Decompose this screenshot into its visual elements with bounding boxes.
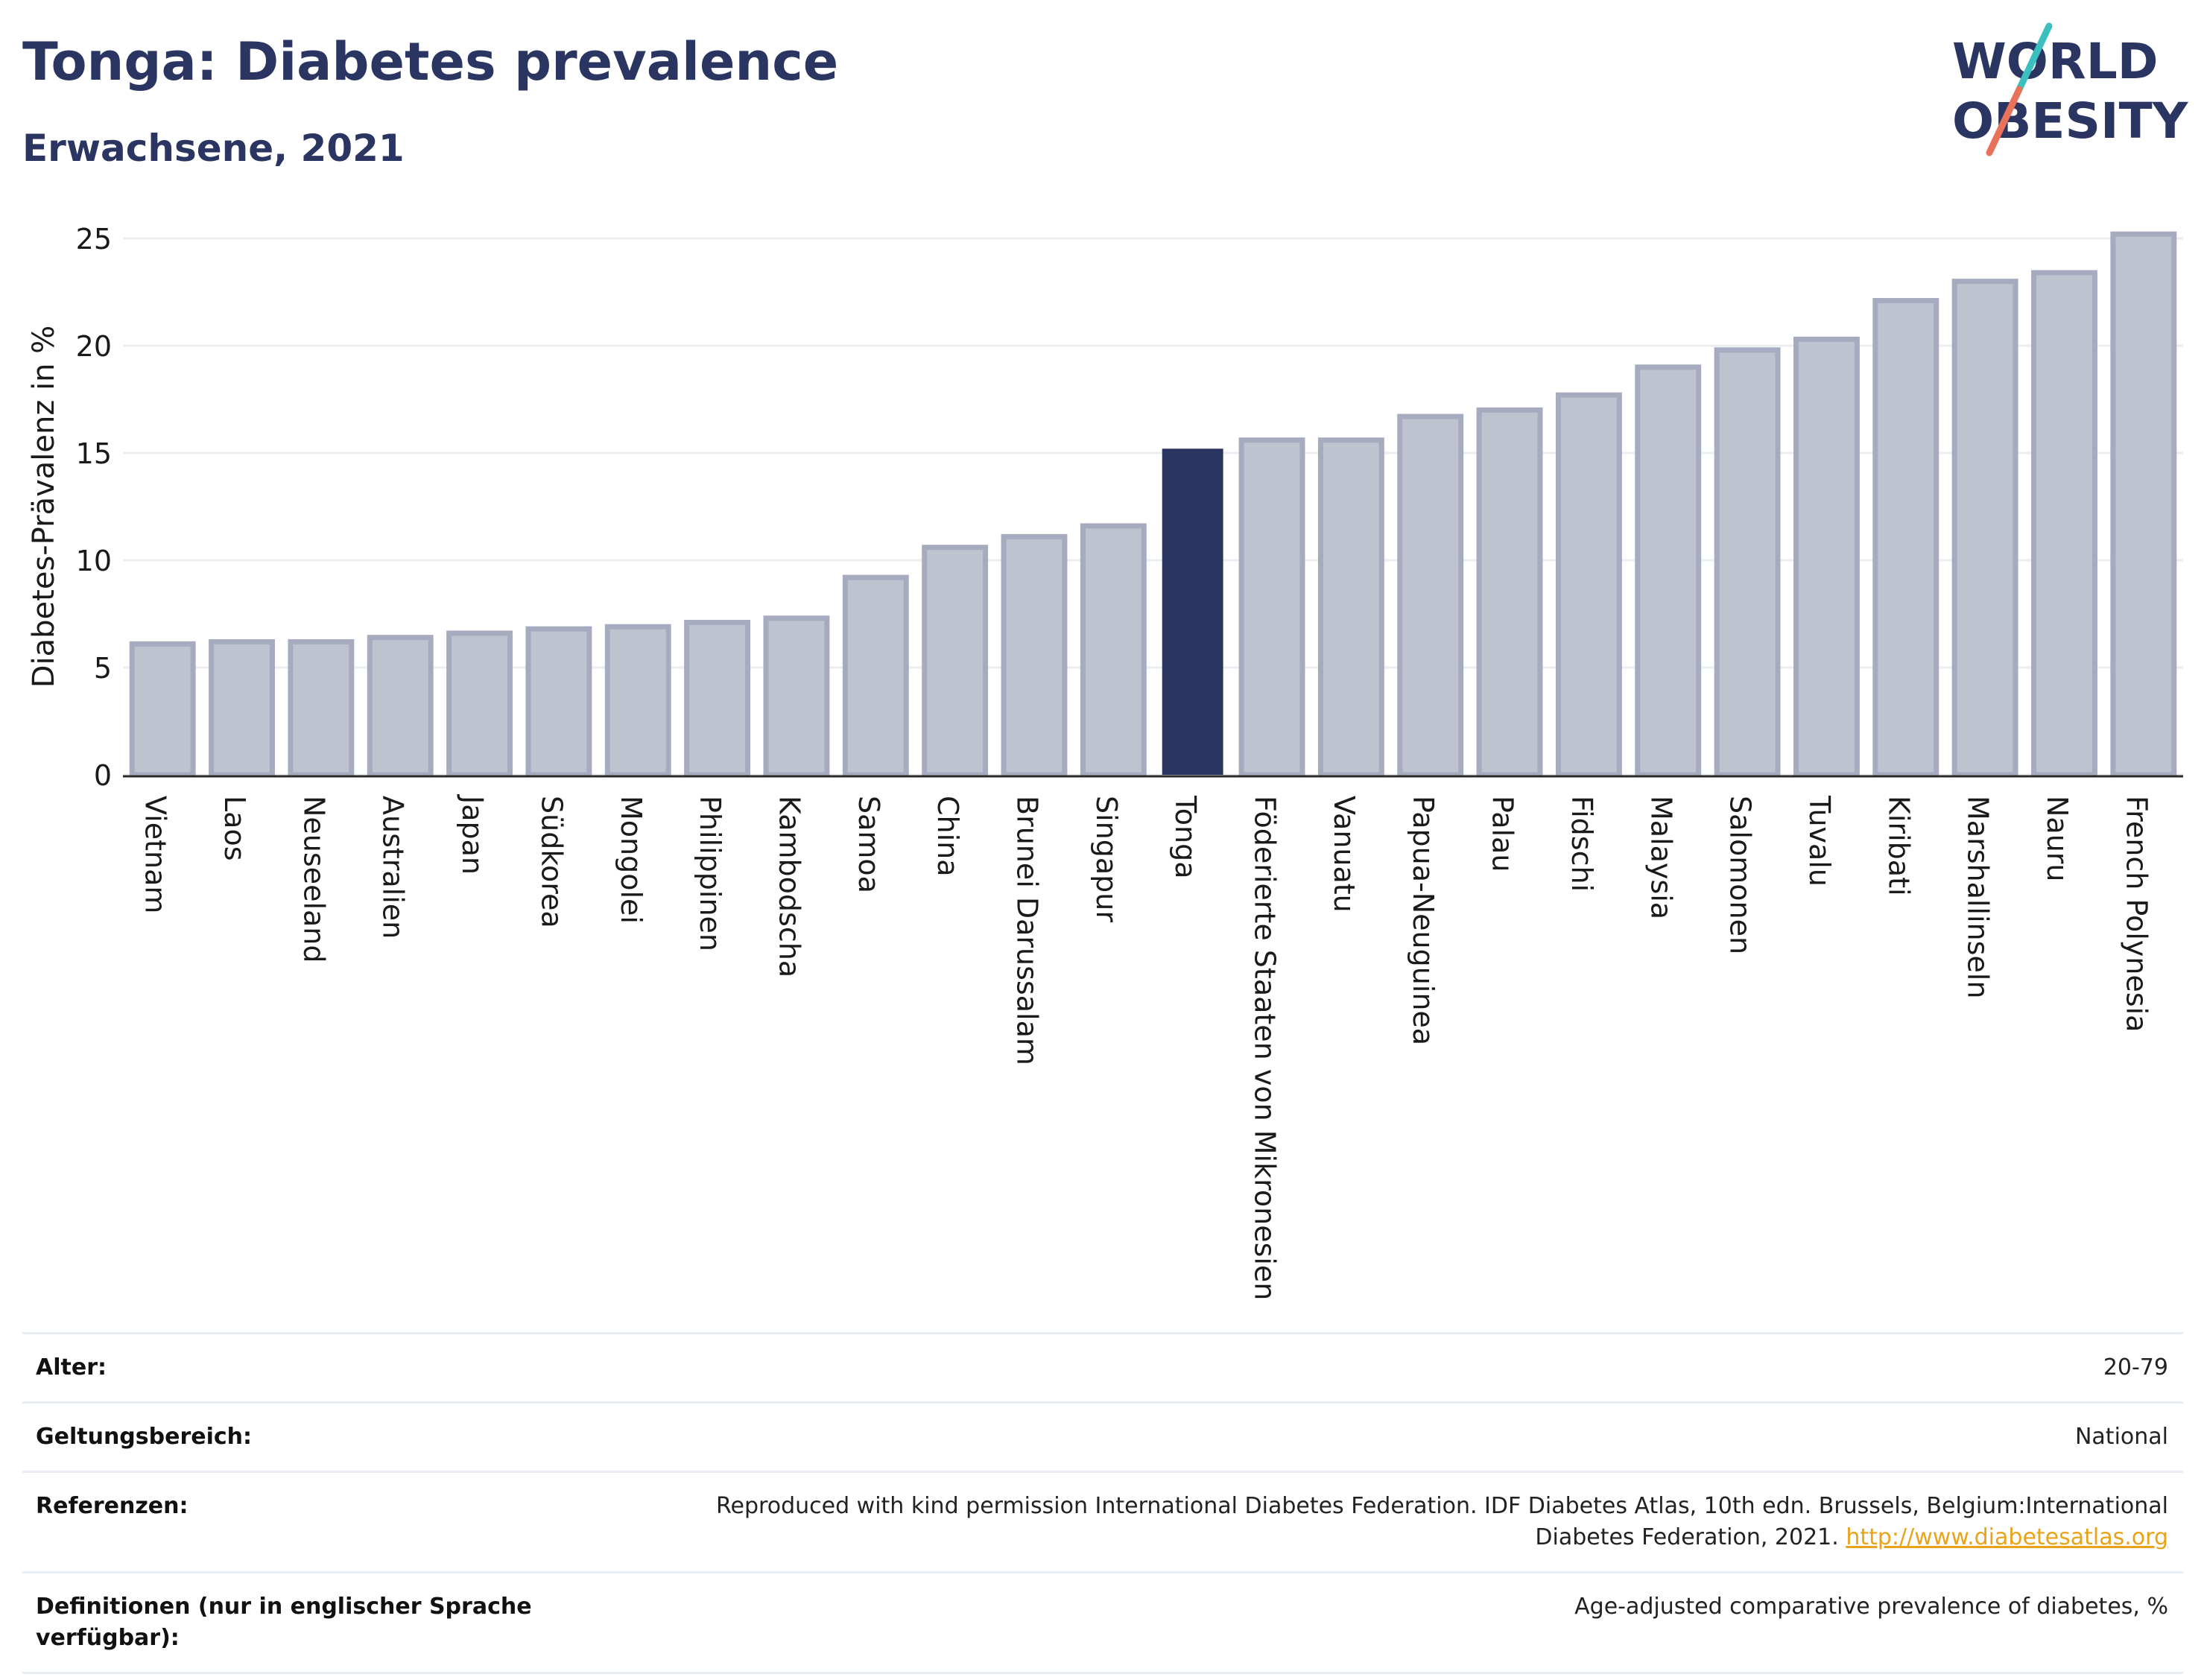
x-tick-label: Kiribati (1882, 796, 1915, 896)
x-tick-label: Mongolei (615, 796, 647, 924)
bar-neuseeland (288, 638, 355, 778)
x-tick-label: Salomonen (1724, 796, 1757, 954)
info-value: 20-79 (617, 1332, 2183, 1403)
bar-singapur (1080, 523, 1147, 778)
page-subtitle: Erwachsene, 2021 (22, 127, 405, 170)
x-tick-label: Fidschi (1565, 796, 1598, 892)
page-title: Tonga: Diabetes prevalence (22, 31, 839, 92)
x-tick-label: Malaysia (1644, 796, 1677, 919)
bar-nauru (2031, 270, 2097, 778)
info-row-scope: Geltungsbereich: National (22, 1401, 2183, 1472)
info-value-references: Reproduced with kind permission Internat… (617, 1471, 2183, 1573)
logo-slash-top (2015, 22, 2053, 93)
logo-slash-bottom (1986, 86, 2023, 156)
y-tick-label: 5 (94, 652, 112, 685)
references-link[interactable]: http://www.diabetesatlas.org (1846, 1524, 2168, 1550)
logo-line2: OBESITY (1952, 92, 2189, 150)
x-tick-label: Föderierte Staaten von Mikronesien (1249, 796, 1282, 1300)
bar-japan (446, 630, 513, 778)
info-key: Geltungsbereich: (22, 1401, 617, 1472)
bar-french-polynesia (2110, 231, 2177, 778)
bar-föderierte-staaten-von-mikronesien (1238, 437, 1305, 778)
y-tick-label: 0 (94, 759, 112, 792)
bar-tonga (1162, 448, 1223, 775)
x-tick-label: Samoa (852, 796, 885, 893)
info-row-age: Alter: 20-79 (22, 1332, 2183, 1403)
x-tick-label: China (931, 796, 964, 877)
x-tick-label: Australien (377, 796, 410, 939)
x-tick-label: Tonga (1169, 795, 1202, 879)
bar-laos (209, 638, 275, 778)
bar-salomonen (1714, 347, 1781, 778)
x-tick-label: Marshallinseln (1962, 796, 1995, 998)
x-tick-label: French Polynesia (2120, 796, 2153, 1032)
y-tick-label: 15 (76, 437, 112, 470)
x-tick-label: Kambodscha (773, 796, 805, 977)
info-value: Age-adjusted comparative prevalence of d… (617, 1571, 2183, 1674)
x-tick-label: Papua-Neuguinea (1407, 796, 1440, 1045)
bar-mongolei (604, 624, 671, 778)
logo-line1: WORLD (1952, 33, 2159, 90)
info-value: National (617, 1401, 2183, 1472)
info-table: Alter: 20-79 Geltungsbereich: National R… (22, 1332, 2183, 1674)
bar-vanuatu (1317, 437, 1384, 778)
bar-palau (1476, 407, 1543, 778)
info-row-definitions: Definitionen (nur in englischer Sprache … (22, 1571, 2183, 1674)
info-key: Alter: (22, 1332, 617, 1403)
x-tick-label: Laos (218, 796, 251, 861)
bar-südkorea (525, 626, 592, 778)
bar-papua-neuguinea (1397, 413, 1464, 778)
bar-tuvalu (1793, 336, 1860, 778)
x-tick-label: Neuseeland (297, 796, 330, 963)
bar-malaysia (1635, 364, 1702, 778)
bar-marshallinseln (1951, 279, 2018, 778)
bar-chart: 0 5 10 15 20 25 Vietnam Laos Neuseeland Australi… (27, 223, 2183, 1300)
x-tick-label: Japan (456, 794, 489, 875)
references-text: Reproduced with kind permission Internat… (716, 1493, 2168, 1550)
x-tick-label: Südkorea (535, 796, 568, 928)
y-tick-label: 20 (76, 330, 112, 363)
y-tick-label: 25 (76, 223, 112, 256)
x-tick-label: Nauru (2041, 796, 2074, 882)
x-tick-label: Vanuatu (1328, 796, 1361, 913)
y-tick-labels: 0 5 10 15 20 25 (76, 223, 112, 792)
bars (129, 231, 2177, 778)
bar-vietnam (129, 641, 196, 778)
bar-fidschi (1555, 392, 1622, 778)
info-row-references: Referenzen: Reproduced with kind permiss… (22, 1471, 2183, 1573)
x-tick-label: Tuvalu (1803, 795, 1836, 887)
bar-kiribati (1872, 298, 1939, 778)
bar-samoa (842, 574, 909, 778)
y-tick-label: 10 (76, 545, 112, 577)
y-axis-label: Diabetes-Prävalenz in % (27, 326, 61, 688)
x-tick-label: Philippinen (694, 796, 726, 951)
info-key: Referenzen: (22, 1471, 617, 1573)
bar-australien (367, 635, 434, 778)
x-tick-label: Singapur (1090, 796, 1123, 922)
bar-brunei-darussalam (1001, 533, 1068, 778)
x-tick-label: Brunei Darussalam (1010, 796, 1043, 1065)
info-key: Definitionen (nur in englischer Sprache … (22, 1571, 617, 1674)
bar-china (922, 545, 989, 778)
x-tick-labels: Vietnam Laos Neuseeland Australien Japan Südk… (139, 794, 2153, 1300)
x-tick-label: Vietnam (139, 796, 172, 913)
bar-kambodscha (763, 615, 830, 778)
bar-philippinen (684, 620, 751, 778)
world-obesity-logo-icon: WORLD OBESITY (1952, 22, 2189, 156)
x-tick-label: Palau (1486, 796, 1519, 872)
